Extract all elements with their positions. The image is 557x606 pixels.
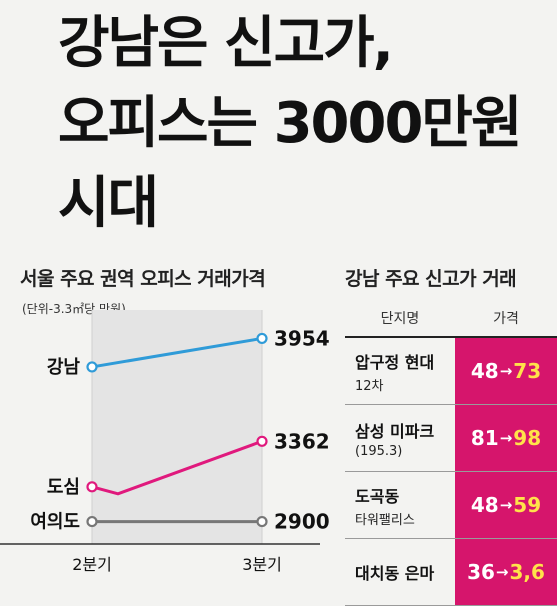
data-point	[256, 332, 268, 345]
price-to: 3,6	[509, 560, 545, 584]
table-row: 도곡동 타워팰리스 48 → 59	[345, 472, 557, 539]
price-from: 48	[470, 359, 499, 383]
data-label: 3954	[274, 326, 330, 350]
data-point	[86, 361, 98, 373]
row-price: 36 → 3,6	[455, 539, 557, 605]
headline-line-3: 시대	[58, 171, 159, 236]
arrow-icon: →	[495, 563, 509, 581]
row-name: 압구정 현대 12차	[345, 338, 455, 404]
headline-line-1: 강남은 신고가,	[58, 11, 394, 76]
data-label: 3362	[274, 429, 330, 453]
table-row: 삼성 미파크 (195.3) 81 → 98	[345, 405, 557, 472]
series-label: 여의도	[30, 512, 80, 533]
data-point	[256, 435, 268, 447]
row-name: 대치동 은마	[345, 539, 455, 605]
price-table: 단지명 가격 압구정 현대 12차 48 → 73 삼성 미파크 (195.3) 81 → 98 도…	[345, 300, 557, 606]
table-row: 압구정 현대 12차 48 → 73	[345, 338, 557, 405]
price-from: 48	[470, 493, 499, 517]
line-chart: 강남 3954 도심 3362 여의도 2900 2분기 3분기	[0, 310, 330, 574]
data-point	[86, 515, 98, 528]
row-price: 48 → 59	[455, 472, 557, 538]
row-name-main: 도곡동	[355, 486, 400, 506]
header-name: 단지명	[380, 311, 420, 327]
arrow-icon: →	[499, 429, 513, 447]
series-line	[91, 439, 263, 496]
table-title: 강남 주요 신고가 거래	[345, 268, 517, 290]
row-price: 48 → 73	[455, 338, 557, 404]
series-label: 도심	[47, 477, 80, 498]
plot-band	[92, 310, 262, 544]
data-point	[256, 515, 268, 528]
price-from: 81	[470, 426, 499, 450]
row-name-main: 압구정 현대	[355, 352, 435, 372]
price-from: 36	[467, 560, 495, 584]
x-tick-label: 3분기	[242, 555, 282, 574]
row-name-sub: (195.3)	[355, 443, 403, 459]
row-name-sub: 12차	[355, 378, 384, 394]
x-tick-label: 2분기	[72, 555, 112, 574]
row-name-main: 삼성 미파크	[355, 421, 435, 441]
header-price: 가격	[493, 311, 519, 327]
price-to: 59	[513, 493, 542, 517]
table-row: 대치동 은마 36 → 3,6	[345, 539, 557, 606]
arrow-icon: →	[499, 496, 513, 514]
data-label: 2900	[274, 510, 330, 534]
row-name-main: 대치동 은마	[355, 564, 435, 583]
row-price: 81 → 98	[455, 405, 557, 471]
series-label: 강남	[47, 357, 81, 378]
price-to: 98	[513, 426, 542, 450]
headline: 강남은 신고가, 오피스는 3000만원 시대	[58, 4, 557, 244]
table-header: 단지명 가격	[345, 300, 557, 338]
price-to: 73	[513, 359, 542, 383]
series-line	[91, 336, 263, 369]
arrow-icon: →	[499, 362, 513, 380]
data-point	[86, 481, 98, 493]
chart-title: 서울 주요 권역 오피스 거래가격	[20, 268, 266, 290]
row-name-sub: 타워팰리스	[355, 512, 415, 528]
headline-line-2: 오피스는 3000만원	[58, 91, 522, 156]
row-name: 삼성 미파크 (195.3)	[345, 405, 455, 471]
